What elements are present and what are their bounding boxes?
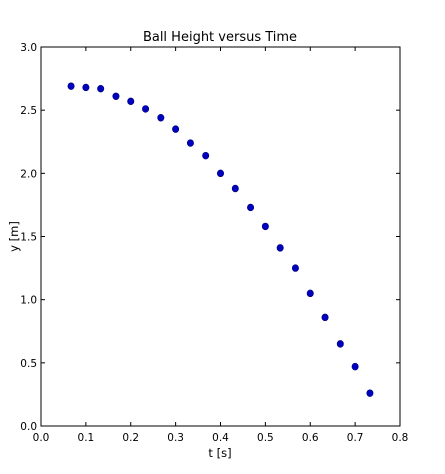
chart-title: Ball Height versus Time (143, 30, 297, 45)
x-tick-label: 0.7 (347, 432, 364, 444)
x-tick-label: 0.2 (122, 432, 139, 444)
x-tick-label: 0.5 (257, 432, 274, 444)
data-point (217, 169, 225, 178)
x-axis-title: t [s] (208, 446, 231, 460)
data-point (157, 114, 165, 122)
data-point (291, 264, 299, 272)
ticks-layer: 0.0 0.1 0.2 0.3 0.4 0.5 0.6 0.7 0.8 0.0 0.5 1.0 1.5 2… (20, 42, 408, 444)
data-point (97, 84, 105, 93)
y-tick-label: 0.5 (20, 358, 37, 370)
points-layer (67, 82, 374, 397)
y-axis-title: y [m] (7, 221, 21, 252)
plot-area-frame (40, 46, 401, 427)
y-tick-label: 3.0 (20, 42, 37, 54)
data-point (82, 83, 90, 92)
data-point (261, 222, 269, 231)
data-point (127, 97, 135, 106)
x-tick-label: 0.0 (33, 432, 50, 444)
data-point (112, 92, 120, 100)
data-point (366, 389, 374, 397)
data-point (247, 203, 255, 212)
y-tick-label: 1.0 (20, 295, 37, 307)
x-tick-label: 0.1 (78, 432, 95, 444)
data-point (306, 289, 314, 298)
data-point (276, 244, 284, 252)
data-point (336, 340, 344, 348)
data-point (321, 313, 329, 322)
data-point (142, 105, 150, 113)
data-point (67, 82, 75, 90)
x-tick-label: 0.3 (167, 432, 184, 444)
y-tick-label: 2.0 (20, 168, 37, 180)
data-point (172, 125, 180, 133)
x-tick-label: 0.6 (302, 432, 319, 444)
data-point (231, 184, 239, 193)
y-tick-label: 0.0 (20, 421, 37, 433)
data-point (202, 151, 210, 160)
data-point (351, 362, 359, 371)
y-tick-label: 1.5 (20, 232, 37, 244)
data-point (186, 139, 194, 147)
x-tick-label: 0.8 (392, 432, 409, 444)
y-tick-label: 2.5 (20, 105, 37, 117)
x-tick-label: 0.4 (212, 432, 229, 444)
